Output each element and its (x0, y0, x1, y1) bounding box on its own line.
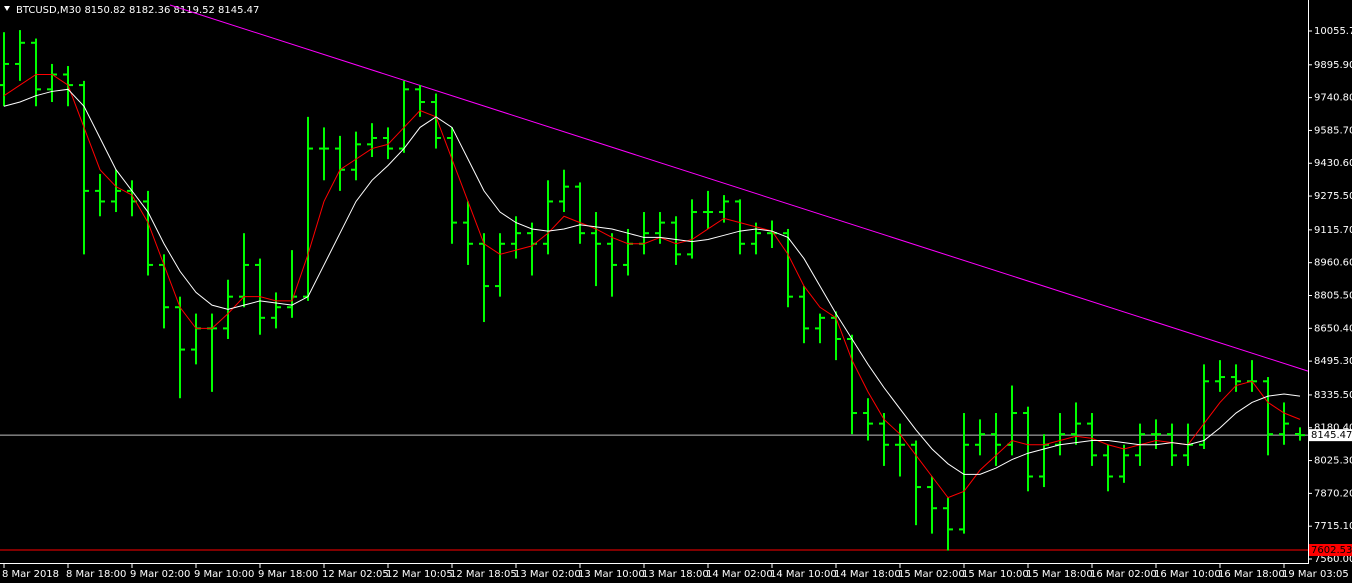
x-tick-label: 13 Mar 18:00 (642, 569, 709, 580)
x-tick-label: 9 Mar 10:00 (194, 569, 254, 580)
x-tick-label: 16 Mar 02:00 (1090, 569, 1157, 580)
x-tick-label: 15 Mar 10:00 (962, 569, 1029, 580)
x-tick-label: 13 Mar 10:00 (578, 569, 645, 580)
y-tick-label: 8805.50 (1314, 290, 1352, 301)
price-level-box (1309, 429, 1352, 442)
x-tick-label: 8 Mar 18:00 (66, 569, 126, 580)
y-tick-label: 8495.30 (1314, 356, 1352, 367)
y-tick-label: 10055.70 (1314, 26, 1352, 37)
x-tick-label: 15 Mar 18:00 (1026, 569, 1093, 580)
y-tick-label: 9585.70 (1314, 125, 1352, 136)
price-level-label: 7602.53 (1311, 545, 1352, 556)
y-tick-label: 8650.40 (1314, 323, 1352, 334)
y-tick-label: 9895.90 (1314, 60, 1352, 71)
x-tick-label: 8 Mar 2018 (2, 569, 59, 580)
y-tick-label: 9275.50 (1314, 191, 1352, 202)
x-tick-label: 12 Mar 18:05 (450, 569, 517, 580)
x-tick-label: 9 Mar 02:00 (130, 569, 190, 580)
y-tick-label: 7870.20 (1314, 488, 1352, 499)
x-tick-label: 14 Mar 18:00 (834, 569, 901, 580)
x-tick-label: 14 Mar 10:00 (770, 569, 837, 580)
trendline (169, 4, 1309, 372)
price-level-label: 8145.47 (1311, 430, 1352, 441)
y-tick-label: 9740.80 (1314, 93, 1352, 104)
y-tick-label: 8960.60 (1314, 258, 1352, 269)
x-tick-label: 15 Mar 02:00 (898, 569, 965, 580)
x-tick-label: 12 Mar 02:05 (322, 569, 389, 580)
x-tick-label: 12 Mar 10:05 (386, 569, 453, 580)
price-level-box (1309, 544, 1352, 557)
y-tick-label: 9115.70 (1314, 225, 1352, 236)
menu-arrow[interactable] (4, 6, 10, 11)
moving-average (3, 74, 1301, 499)
y-tick-label: 8025.30 (1314, 456, 1352, 467)
x-tick-label: 16 Mar 10:00 (1154, 569, 1221, 580)
x-tick-label: 16 Mar 18:00 (1218, 569, 1285, 580)
x-tick-label: 19 Mar 03:05 (1282, 569, 1349, 580)
chart-title: BTCUSD,M30 8150.82 8182.36 8119.52 8145.… (16, 5, 259, 16)
y-tick-label: 7560.00 (1314, 554, 1352, 565)
y-tick-label: 8180.40 (1314, 423, 1352, 434)
x-tick-label: 14 Mar 02:00 (706, 569, 773, 580)
x-tick-label: 13 Mar 02:00 (514, 569, 581, 580)
y-tick-label: 7715.10 (1314, 521, 1352, 532)
x-tick-label: 9 Mar 18:00 (258, 569, 318, 580)
moving-average (3, 88, 1301, 475)
y-tick-label: 8335.50 (1314, 390, 1352, 401)
y-tick-label: 9430.60 (1314, 158, 1352, 169)
